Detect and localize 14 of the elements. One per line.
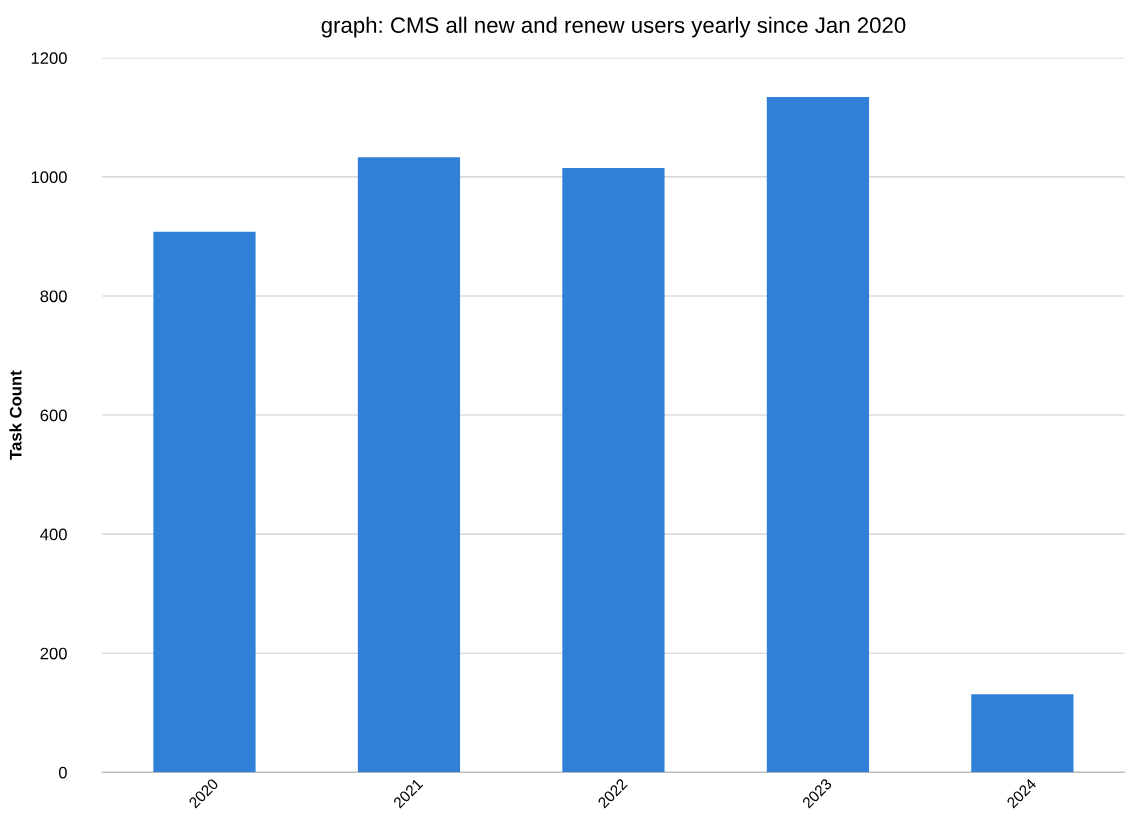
y-tick-label: 1000 — [31, 171, 67, 184]
chart-title: graph: CMS all new and renew users yearly since Jan 2020 — [321, 16, 906, 38]
bar — [971, 694, 1074, 773]
bar — [562, 167, 665, 773]
y-tick-label: 0 — [58, 766, 67, 779]
bar — [153, 231, 256, 773]
bar — [766, 97, 870, 773]
y-tick-label: 800 — [40, 290, 67, 303]
bar — [357, 157, 461, 773]
y-tick-label: 1200 — [31, 52, 67, 65]
y-tick-label: 400 — [40, 528, 67, 541]
y-axis-title: Task Count — [9, 370, 22, 460]
y-tick-label: 600 — [40, 409, 67, 422]
y-tick-label: 200 — [40, 647, 67, 660]
